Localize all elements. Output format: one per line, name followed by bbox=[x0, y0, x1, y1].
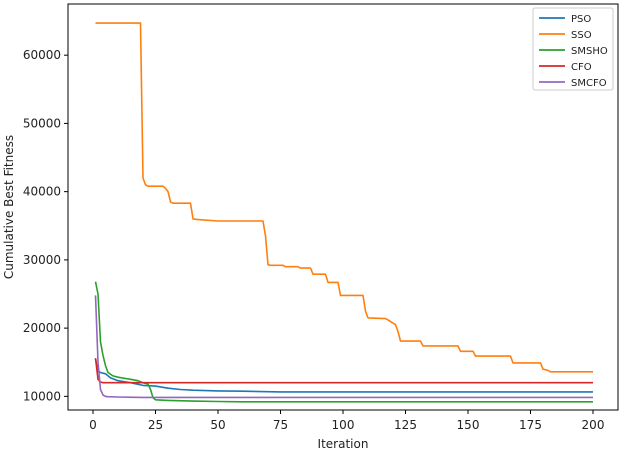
legend-label-cfo: CFO bbox=[571, 62, 592, 73]
y-axis-label: Cumulative Best Fitness bbox=[2, 135, 16, 279]
x-tick-label: 50 bbox=[210, 418, 225, 432]
series-line-sso bbox=[95, 22, 593, 373]
x-axis-label: Iteration bbox=[318, 437, 369, 451]
y-axis: 10000 20000 30000 40000 50000 60000 bbox=[23, 48, 68, 403]
x-tick-label: 150 bbox=[457, 418, 480, 432]
x-tick-label: 200 bbox=[582, 418, 605, 432]
legend: PSO SSO SMSHO CFO SMCFO bbox=[532, 7, 614, 91]
x-tick-label: 175 bbox=[519, 418, 542, 432]
x-tick-label: 125 bbox=[394, 418, 417, 432]
x-tick-label: 100 bbox=[332, 418, 355, 432]
series-lines bbox=[94, 22, 593, 403]
plot-area bbox=[68, 4, 618, 410]
y-tick-label: 10000 bbox=[23, 389, 61, 403]
legend-label-smsho: SMSHO bbox=[571, 46, 608, 57]
y-tick-label: 20000 bbox=[23, 321, 61, 335]
x-tick-label: 25 bbox=[148, 418, 163, 432]
series-line-smcfo bbox=[94, 295, 593, 399]
x-tick-label: 0 bbox=[89, 418, 97, 432]
legend-label-smcfo: SMCFO bbox=[571, 78, 607, 89]
legend-box bbox=[532, 7, 614, 91]
series-line-pso bbox=[94, 358, 593, 393]
x-tick-label: 75 bbox=[273, 418, 288, 432]
y-tick-label: 40000 bbox=[23, 185, 61, 199]
y-tick-label: 30000 bbox=[23, 253, 61, 267]
x-axis: 0 25 50 75 100 125 150 175 200 bbox=[89, 410, 604, 432]
plot-frame bbox=[67, 3, 619, 411]
y-tick-label: 50000 bbox=[23, 116, 61, 130]
legend-label-sso: SSO bbox=[571, 30, 592, 41]
y-tick-label: 60000 bbox=[23, 48, 61, 62]
legend-label-pso: PSO bbox=[571, 14, 591, 25]
